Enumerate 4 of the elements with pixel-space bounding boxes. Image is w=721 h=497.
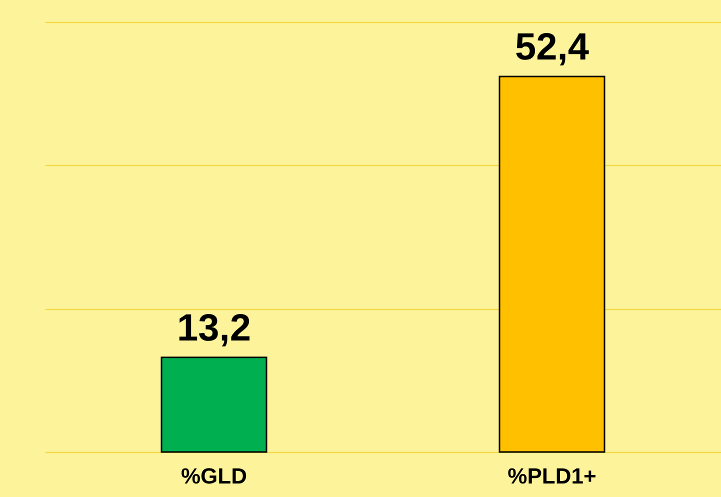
data-label: 52,4 <box>515 26 589 68</box>
x-tick-label: %GLD <box>181 464 247 488</box>
x-tick-label: %PLD1+ <box>508 464 596 488</box>
data-label: 13,2 <box>177 307 251 350</box>
